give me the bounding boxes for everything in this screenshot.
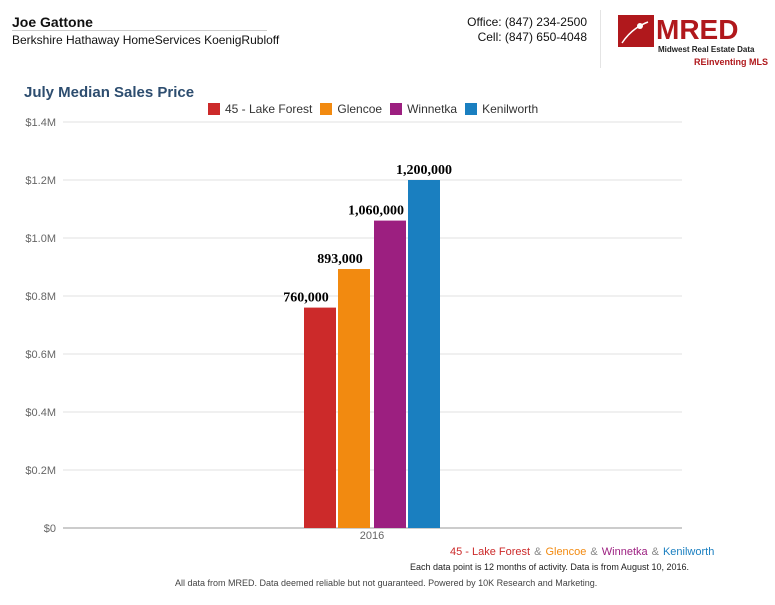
y-tick-label: $0.2M [25, 465, 56, 477]
bar-kenilworth [408, 180, 440, 528]
office-phone: Office: (847) 234-2500 [467, 15, 587, 29]
legend-item[interactable]: 45 - Lake Forest [208, 102, 312, 116]
y-tick-label: $1.0M [25, 233, 56, 245]
chart-title: July Median Sales Price [24, 84, 195, 101]
legend-label: Kenilworth [482, 102, 539, 116]
bar-glencoe [338, 269, 370, 528]
legend-swatch [390, 103, 403, 115]
legend-label: 45 - Lake Forest [225, 102, 313, 116]
y-tick-label: $0 [44, 523, 56, 535]
series-name: Glencoe [545, 546, 587, 558]
agent-company: Berkshire Hathaway HomeServices KoenigRu… [12, 33, 280, 47]
bar-winnetka [374, 220, 406, 528]
divider [12, 30, 267, 31]
y-tick-label: $1.4M [25, 117, 56, 129]
x-tick-label: 2016 [360, 530, 384, 540]
separator: & [534, 546, 542, 558]
data-label: 1,200,000 [396, 163, 452, 178]
y-tick-label: $1.2M [25, 175, 56, 187]
y-tick-label: $0.8M [25, 291, 56, 303]
y-tick-label: $0.6M [25, 349, 56, 361]
y-tick-label: $0.4M [25, 407, 56, 419]
agent-name: Joe Gattone [12, 14, 93, 30]
logo-sub: Midwest Real Estate Data [658, 45, 755, 54]
data-note: Each data point is 12 months of activity… [410, 562, 689, 572]
contact-info: Office: (847) 234-2500 Cell: (847) 650-4… [467, 15, 587, 45]
series-name: Winnetka [601, 546, 648, 558]
data-label: 893,000 [317, 252, 363, 267]
legend-swatch [320, 103, 333, 115]
legend-item[interactable]: Winnetka [390, 102, 457, 116]
disclaimer: All data from MRED. Data deemed reliable… [175, 578, 598, 588]
legend-label: Glencoe [337, 102, 383, 116]
logo-tag: REinventing MLS [694, 57, 768, 67]
mred-logo: MRED Midwest Real Estate Data REinventin… [618, 12, 770, 75]
data-label: 760,000 [283, 291, 329, 306]
legend: 45 - Lake Forest Glencoe Winnetka Kenilwort… [208, 102, 546, 116]
legend-label: Winnetka [407, 102, 458, 116]
bar--lake-forest [304, 307, 336, 528]
series-name: Kenilworth [662, 546, 715, 558]
legend-item[interactable]: Kenilworth [465, 102, 538, 116]
logo-text: MRED [656, 14, 738, 45]
series-summary: 45 - Lake Forest & Glencoe & Winnetka & Kenilw… [450, 546, 714, 559]
series-name: 45 - Lake Forest [450, 546, 531, 558]
separator: & [590, 546, 598, 558]
legend-swatch [465, 103, 478, 115]
divider [600, 10, 601, 68]
legend-swatch [208, 103, 220, 115]
legend-item[interactable]: Glencoe [320, 102, 382, 116]
bar-chart: $0 $0.2M $0.4M $0.6M $0.8M $1.0M $1.2M $1.4M 201… [25, 117, 682, 540]
data-label: 1,060,000 [348, 204, 404, 219]
separator: & [651, 546, 659, 558]
cell-phone: Cell: (847) 650-4048 [477, 30, 587, 44]
